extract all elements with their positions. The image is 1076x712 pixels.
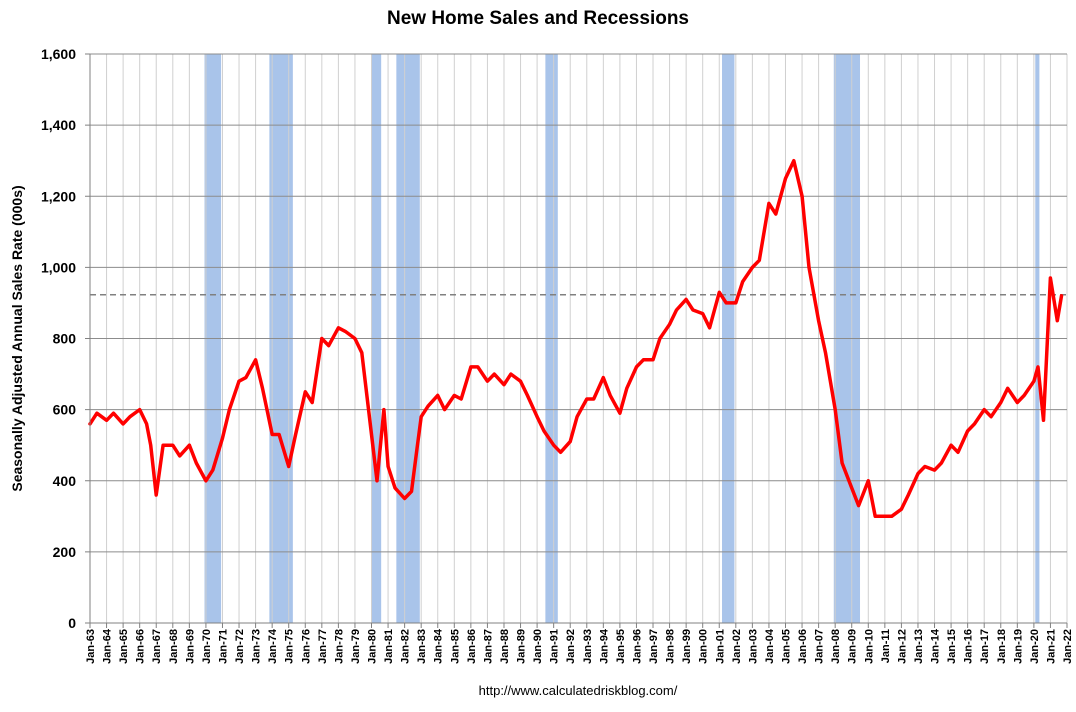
- x-tick-label: Jan-01: [714, 629, 726, 664]
- y-tick-label: 800: [53, 331, 77, 347]
- x-axis: Jan-63 Jan-64 Jan-65 Jan-66 Jan-67 Jan-68 Jan-…: [85, 622, 1074, 664]
- y-tick-label: 600: [53, 402, 77, 418]
- chart-title: New Home Sales and Recessions: [386, 8, 689, 29]
- x-tick-label: Jan-15: [946, 629, 958, 664]
- x-tick-label: Jan-12: [896, 629, 908, 664]
- x-tick-label: Jan-09: [847, 629, 859, 664]
- x-tick-label: Jan-79: [350, 629, 362, 664]
- x-tick-label: Jan-03: [747, 629, 759, 664]
- x-tick-label: Jan-74: [267, 628, 279, 664]
- x-tick-label: Jan-19: [1012, 629, 1024, 664]
- x-tick-label: Jan-73: [251, 629, 263, 664]
- y-axis-label: Seasonally Adjusted Annual Sales Rate (0…: [9, 185, 25, 491]
- x-tick-label: Jan-21: [1045, 629, 1057, 664]
- y-axis: 0 200 400 600 800 1,000 1,200 1,400 1,600: [41, 46, 91, 631]
- x-tick-label: Jan-94: [598, 628, 610, 664]
- x-tick-label: Jan-90: [532, 629, 544, 664]
- x-tick-label: Jan-82: [400, 629, 412, 664]
- x-tick-label: Jan-71: [217, 629, 229, 664]
- x-tick-label: Jan-11: [880, 629, 892, 663]
- y-tick-label: 1,200: [41, 188, 76, 204]
- x-tick-label: Jan-86: [466, 629, 478, 664]
- x-tick-label: Jan-66: [135, 629, 147, 664]
- x-tick-label: Jan-65: [118, 629, 130, 664]
- y-tick-label: 1,400: [41, 117, 76, 133]
- x-tick-label: Jan-78: [333, 629, 345, 664]
- x-tick-label: Jan-77: [317, 629, 329, 664]
- x-tick-label: Jan-07: [814, 629, 826, 664]
- x-tick-label: Jan-68: [168, 629, 180, 664]
- x-tick-label: Jan-00: [698, 629, 710, 664]
- x-tick-label: Jan-18: [996, 629, 1008, 664]
- x-tick-label: Jan-22: [1062, 629, 1074, 664]
- x-tick-label: Jan-04: [764, 628, 776, 664]
- x-tick-label: Jan-91: [549, 629, 561, 664]
- x-tick-label: Jan-81: [383, 629, 395, 664]
- x-tick-label: Jan-72: [234, 629, 246, 664]
- x-tick-label: Jan-10: [863, 629, 875, 664]
- x-tick-label: Jan-93: [582, 629, 594, 664]
- x-tick-label: Jan-92: [565, 629, 577, 664]
- x-tick-label: Jan-17: [979, 629, 991, 664]
- x-tick-label: Jan-96: [631, 629, 643, 664]
- x-tick-label: Jan-64: [102, 628, 114, 664]
- x-tick-label: Jan-08: [830, 629, 842, 664]
- y-tick-label: 1,600: [41, 46, 76, 62]
- x-tick-label: Jan-05: [780, 629, 792, 664]
- x-tick-label: Jan-88: [499, 629, 511, 664]
- source-url: http://www.calculatedriskblog.com/: [478, 683, 678, 698]
- x-tick-label: Jan-87: [482, 629, 494, 664]
- x-tick-label: Jan-69: [184, 629, 196, 664]
- x-tick-label: Jan-13: [913, 629, 925, 664]
- x-tick-label: Jan-95: [615, 629, 627, 664]
- x-tick-label: Jan-63: [85, 629, 97, 664]
- x-tick-label: Jan-06: [797, 629, 809, 664]
- x-tick-label: Jan-85: [449, 629, 461, 664]
- x-tick-label: Jan-16: [963, 629, 975, 664]
- y-tick-label: 400: [53, 473, 77, 489]
- grid-lines: [89, 53, 1068, 624]
- x-tick-label: Jan-14: [930, 628, 942, 664]
- x-tick-label: Jan-70: [201, 629, 213, 664]
- x-tick-label: Jan-67: [151, 629, 163, 664]
- x-tick-label: Jan-98: [665, 629, 677, 664]
- y-tick-label: 0: [68, 615, 76, 631]
- x-tick-label: Jan-99: [681, 629, 693, 664]
- x-tick-label: Jan-84: [433, 628, 445, 664]
- series-group: [88, 158, 1064, 519]
- y-tick-label: 1,000: [41, 259, 76, 275]
- x-tick-label: Jan-97: [648, 629, 660, 664]
- x-tick-label: Jan-75: [284, 629, 296, 664]
- series-line: [88, 158, 1064, 519]
- x-tick-label: Jan-76: [300, 629, 312, 664]
- x-tick-label: Jan-80: [367, 629, 379, 664]
- x-tick-label: Jan-20: [1029, 629, 1041, 664]
- x-tick-label: Jan-02: [731, 629, 743, 664]
- x-tick-label: Jan-83: [416, 629, 428, 664]
- x-tick-label: Jan-89: [516, 629, 528, 664]
- y-tick-label: 200: [53, 544, 77, 560]
